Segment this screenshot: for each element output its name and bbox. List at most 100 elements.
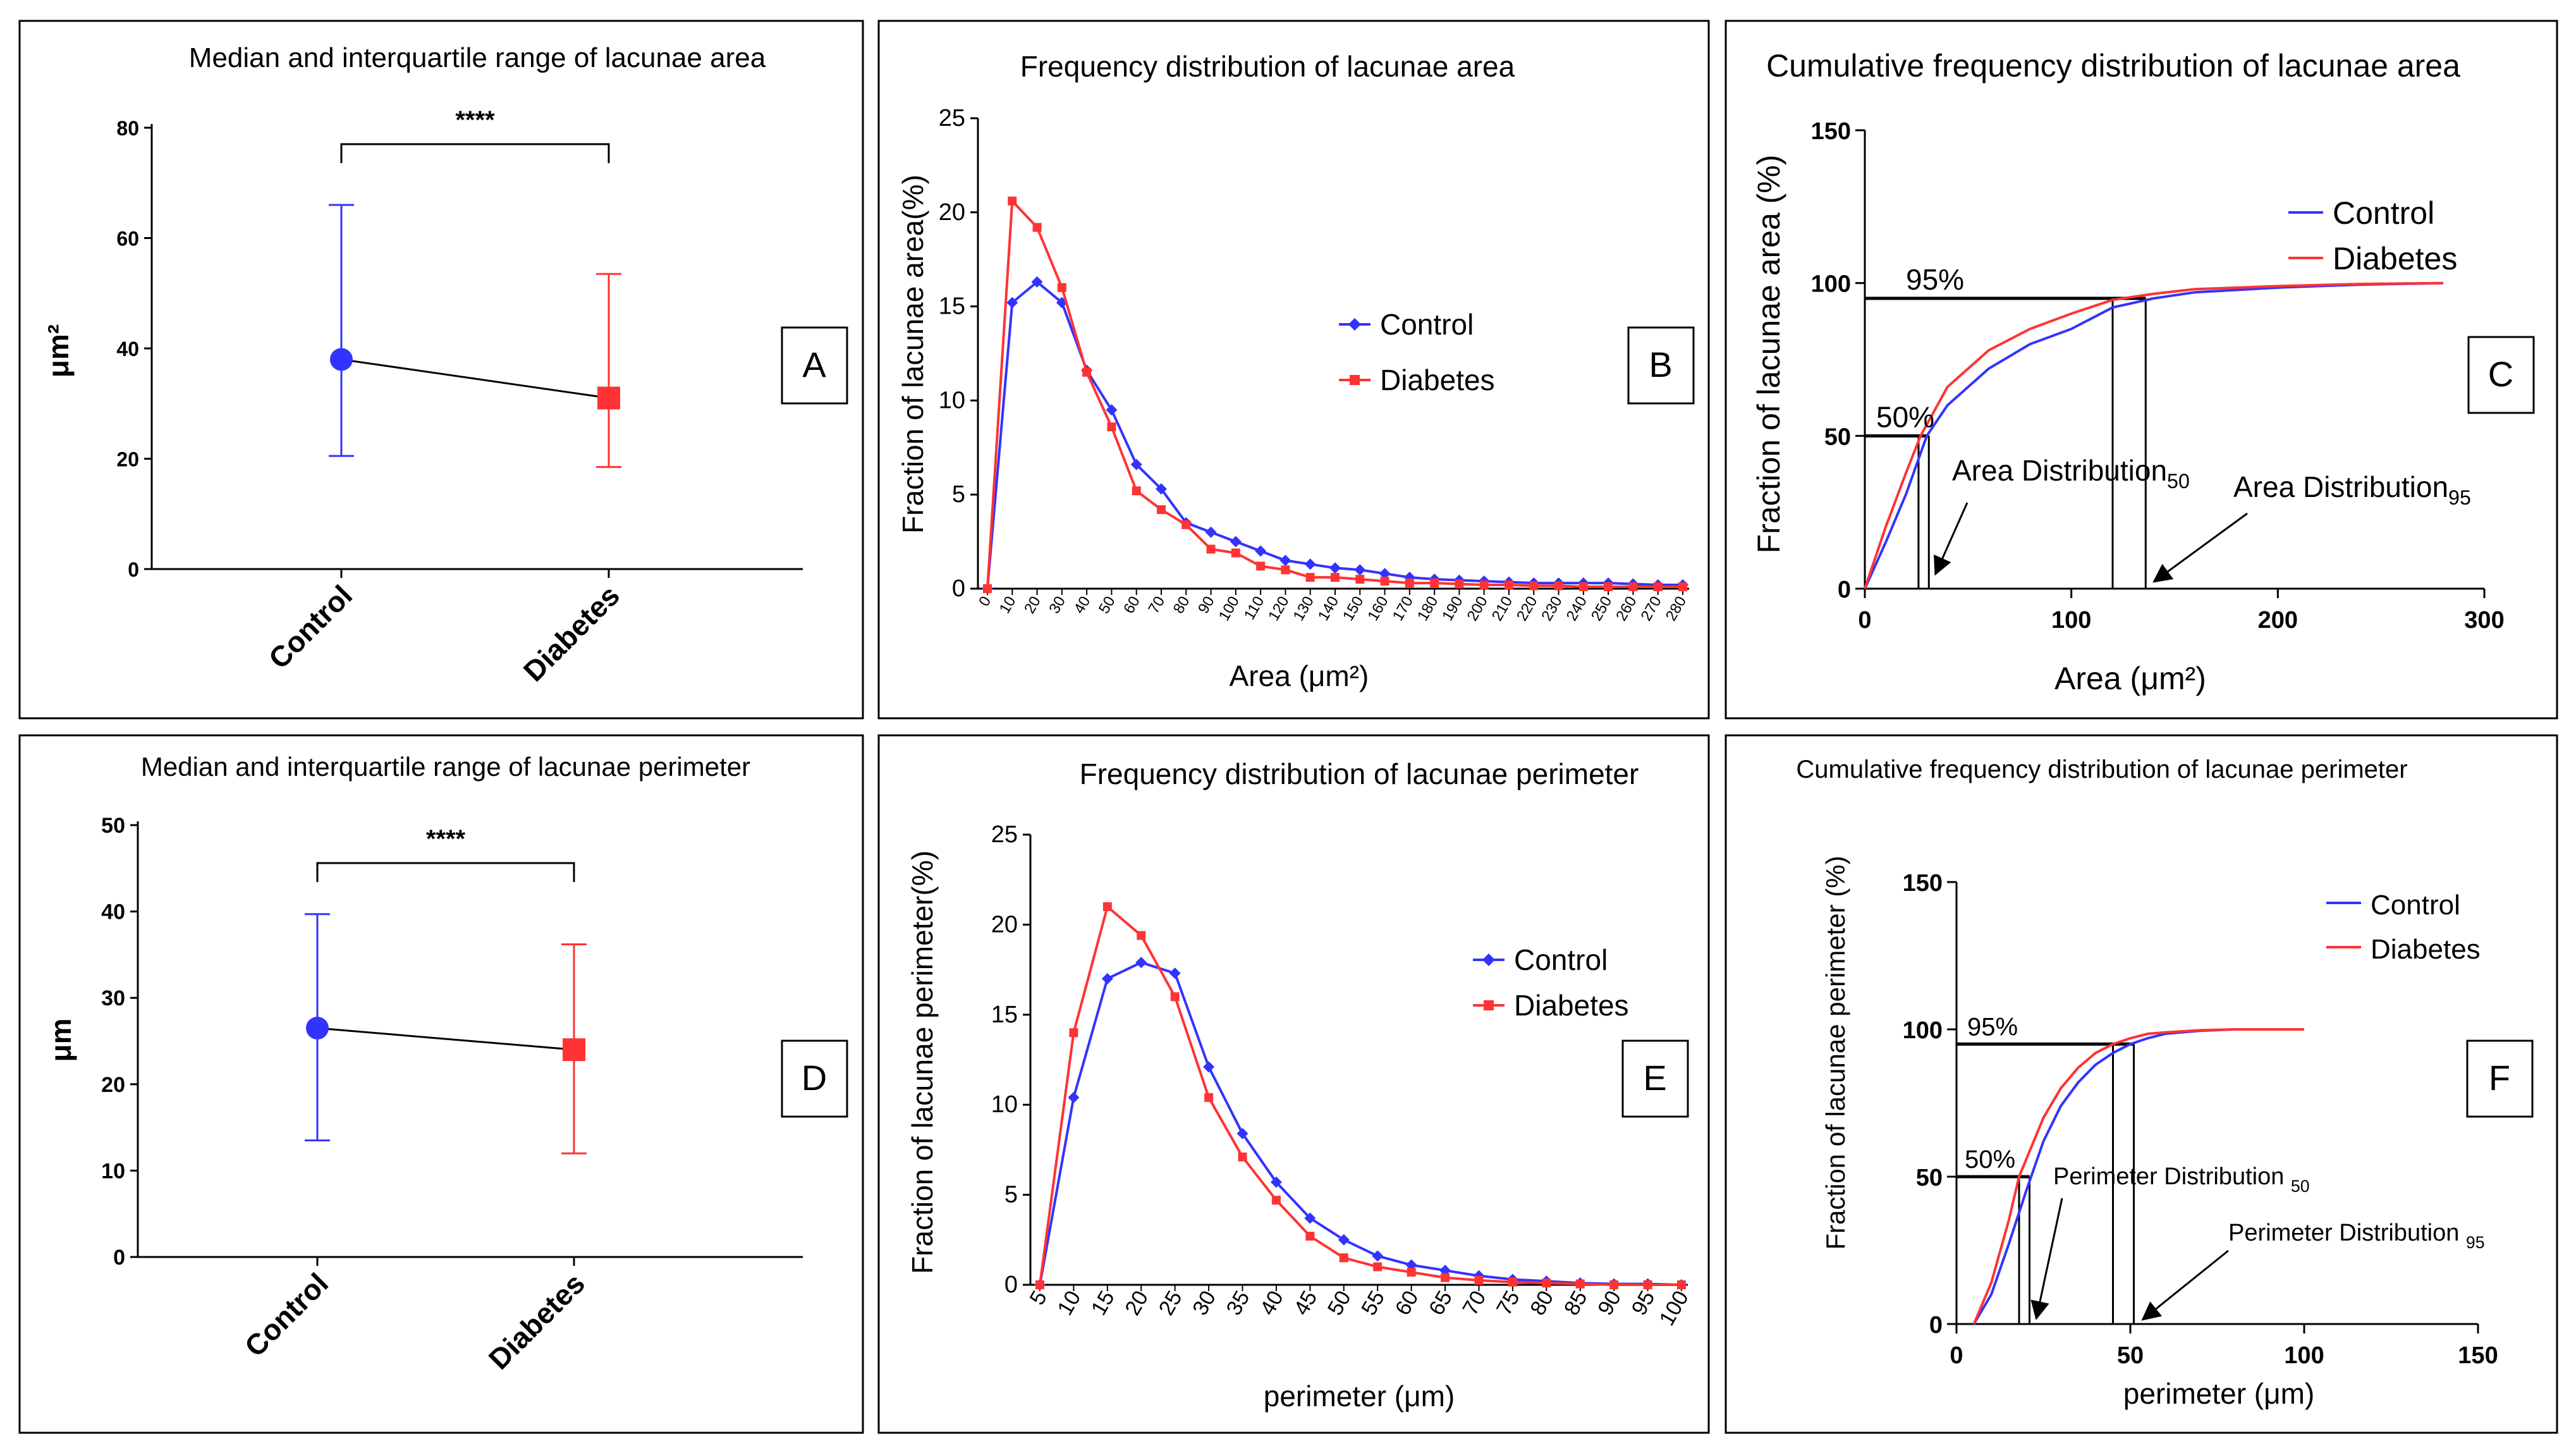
x-tick-label: 200 [1464,594,1491,624]
legend-label-diabetes: Diabetes [2333,241,2457,276]
panel-b-label: B [1649,345,1672,384]
y-tick-label: 0 [952,575,965,602]
median-connector [317,1027,575,1051]
significance-bracket [340,143,610,163]
legend-marker-control [1348,318,1361,331]
x-tick-label: 0 [1950,1342,1963,1369]
x-tick-label: 5 [1025,1287,1052,1309]
panel-b-xlabel: Area (μm²) [1230,659,1369,692]
data-point-control [1031,276,1043,288]
x-tick-label: 90 [1195,594,1218,617]
panel-c-ylabel: Fraction of lacunae area (%) [1751,155,1786,554]
x-tick-label: 50 [1096,594,1119,617]
x-tick-label: 50 [2117,1342,2144,1369]
legend-label-diabetes: Diabetes [1380,364,1495,396]
significance-stars: **** [455,106,495,134]
x-tick-label: 210 [1489,594,1516,624]
data-point-diabetes [1256,561,1266,571]
label-distribution-50: Area Distribution50 [1952,454,2190,493]
x-tick-label: 20 [1021,594,1044,617]
data-point-diabetes [1339,1253,1348,1263]
x-tick-label: 270 [1638,594,1665,624]
y-tick-label: 150 [1903,870,1943,897]
x-tick-label: 240 [1563,594,1590,624]
data-point-control [1106,404,1118,416]
data-point-control [1304,558,1316,570]
panel-e-label-box [1621,1039,1689,1118]
data-point-diabetes [1181,520,1191,529]
x-tick-label: 55 [1357,1287,1389,1320]
panel-d-frame [18,734,864,1434]
x-tick-label: 80 [1170,594,1193,617]
legend-marker-diabetes [1350,375,1360,385]
data-point-diabetes [1430,579,1439,588]
data-point-diabetes [1305,573,1315,582]
data-point-control [1230,536,1242,548]
data-point-control [1255,545,1267,557]
data-point-control [1006,297,1018,309]
x-tick-label: 10 [1053,1287,1086,1320]
x-tick-label: 300 [2464,607,2504,634]
data-point-diabetes [1508,1277,1517,1287]
panel-a-ylabel: μm² [42,324,75,377]
x-tick-label: 65 [1424,1287,1457,1320]
x-tick-label: 10 [996,594,1020,617]
significance-bracket [316,862,575,882]
panel-f-label-box [2466,1039,2534,1118]
panel-c-xlabel: Area (μm²) [2054,661,2206,696]
y-tick-label: 20 [991,911,1018,938]
y-tick-label: 5 [952,481,965,508]
panel-d-label: D [802,1058,827,1098]
data-point-diabetes [1035,1280,1044,1289]
x-tick-label: 200 [2258,607,2298,634]
subscript-50: 50 [2291,1177,2310,1196]
panel-f-xlabel: perimeter (μm) [2123,1377,2315,1410]
panel-e-frame [877,734,1710,1434]
data-point-diabetes [1355,575,1365,584]
data-point-diabetes [1305,1232,1315,1241]
y-tick-label: 10 [101,1159,125,1183]
x-tick-label: 45 [1289,1287,1322,1320]
x-tick-label: 100 [1655,1287,1694,1330]
x-tick-label: 40 [1255,1287,1288,1320]
x-tick-label: 80 [1525,1287,1558,1320]
data-point-diabetes [1604,582,1613,592]
x-tick-label: 150 [1340,594,1367,624]
y-tick-label: 20 [939,199,965,226]
x-tick-label: 90 [1593,1287,1626,1320]
x-tick-label: 50 [1323,1287,1356,1320]
panel-e-title: Frequency distribution of lacunae perime… [1080,757,1639,790]
data-point-diabetes [1206,544,1216,554]
data-point-control [1372,1250,1384,1262]
x-tick-label: 70 [1458,1287,1491,1320]
panel-e-ylabel: Fraction of lacunae perimeter(%) [906,850,939,1274]
data-point-control [1068,1091,1080,1103]
y-tick-label: 10 [991,1091,1018,1118]
x-tick-label: 15 [1087,1287,1120,1320]
y-tick-label: 5 [1004,1182,1018,1208]
legend-label-diabetes: Diabetes [1514,989,1629,1022]
panel-c-label-box [2467,336,2535,414]
x-tick-label: 190 [1439,594,1466,624]
data-point-diabetes [1407,1268,1416,1277]
y-tick-label: 15 [939,293,965,320]
x-tick-label: 75 [1492,1287,1525,1320]
data-point-diabetes [1474,1275,1484,1285]
x-tick-label: 120 [1265,594,1292,624]
subscript-95: 95 [2466,1233,2485,1252]
y-tick-label: 80 [116,117,139,140]
panel-b-label-box [1627,326,1695,405]
cumulative-curve-diabetes [1864,281,2443,589]
y-tick-label: 100 [1903,1017,1943,1044]
data-point-diabetes [1405,579,1414,588]
data-point-diabetes [1157,505,1166,515]
panel-b-frame [877,20,1710,720]
data-point-diabetes [1380,577,1389,586]
panel-f-frame [1724,734,2558,1434]
panel-a-label: A [802,345,826,384]
panel-b-ylabel: Fraction of lacunae area(%) [896,175,929,534]
y-tick-label: 0 [1929,1312,1943,1339]
data-point-diabetes [1609,1280,1619,1289]
y-tick-label: 30 [101,986,125,1010]
